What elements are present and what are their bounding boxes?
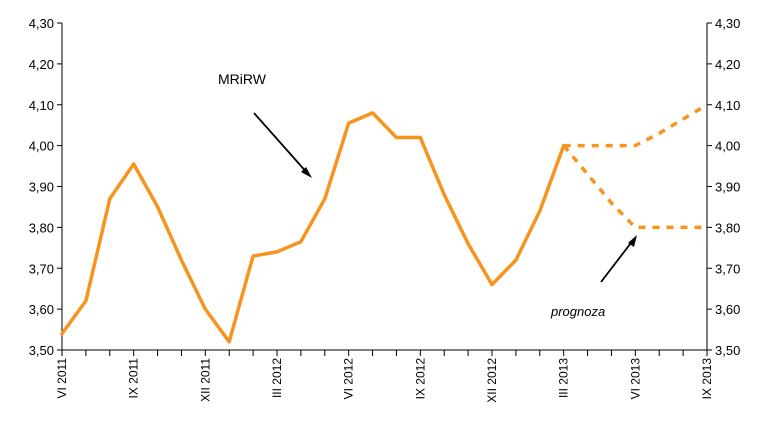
y-tick-label-left: 4,30 — [29, 16, 54, 31]
x-tick-label: XII 2011 — [198, 358, 212, 402]
x-tick-label: VI 2011 — [55, 358, 69, 399]
annotation-prognoza-arrow-line — [600, 238, 635, 283]
y-tick-label-right: 3,90 — [715, 180, 740, 195]
y-tick-label-left: 4,00 — [29, 139, 54, 154]
y-tick-label-right: 4,20 — [715, 57, 740, 72]
y-tick-label-right: 3,50 — [715, 343, 740, 358]
annotations: MRiRW prognoza — [218, 71, 637, 319]
x-tick-label: III 2013 — [557, 358, 571, 398]
series-layer — [60, 103, 708, 344]
y-tick-label-left: 3,50 — [29, 343, 54, 358]
y-tick-label-left: 4,10 — [29, 98, 54, 113]
x-tick-label: IX 2012 — [413, 358, 427, 400]
y-tick-label-left: 3,90 — [29, 180, 54, 195]
x-tick-label: XII 2012 — [485, 358, 499, 403]
y-tick-label-right: 4,30 — [715, 16, 740, 31]
x-tick-label: III 2012 — [270, 358, 284, 398]
y-tick-label-left: 3,80 — [29, 220, 54, 235]
x-tick-label: IX 2013 — [700, 358, 714, 400]
series-line-mriw — [60, 111, 566, 344]
axes: 3,50 3,50 3,60 3,60 3,70 3,70 3,80 3,80 3,90 3,90… — [29, 16, 741, 403]
annotation-mriw-arrow-line — [253, 112, 310, 176]
y-tick-label-left: 4,20 — [29, 57, 54, 72]
y-tick-label-right: 3,80 — [715, 220, 740, 235]
y-tick-label-left: 3,60 — [29, 302, 54, 317]
annotation-prognoza-arrowhead — [628, 235, 637, 247]
x-tick-label: IX 2011 — [127, 358, 141, 399]
y-tick-label-right: 4,10 — [715, 98, 740, 113]
x-tick-label: VI 2012 — [342, 358, 356, 400]
annotation-mriw-label: MRiRW — [218, 71, 267, 87]
y-tick-label-left: 3,70 — [29, 261, 54, 276]
y-tick-label-right: 3,70 — [715, 261, 740, 276]
forecast-line-1 — [563, 103, 708, 148]
x-tick-label: VI 2013 — [628, 358, 642, 400]
y-tick-label-right: 4,00 — [715, 139, 740, 154]
annotation-mriw-arrowhead — [301, 167, 312, 178]
annotation-prognoza-label: prognoza — [550, 304, 605, 319]
y-tick-label-right: 3,60 — [715, 302, 740, 317]
forecast-line-2 — [562, 144, 707, 230]
